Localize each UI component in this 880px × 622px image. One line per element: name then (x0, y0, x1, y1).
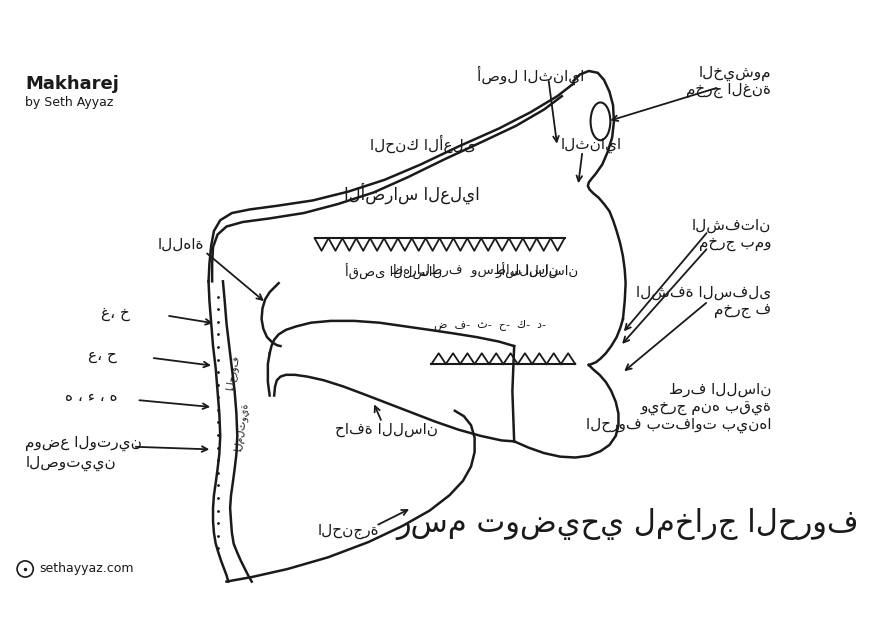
Text: by Seth Ayyaz: by Seth Ayyaz (26, 96, 114, 109)
Text: الملثوية: الملثوية (232, 402, 250, 452)
Text: الحنجرة: الحنجرة (318, 524, 379, 539)
Text: رأس اللسان: رأس اللسان (496, 263, 579, 279)
Text: الحروف: الحروف (224, 355, 240, 391)
Text: ويخرج منه بقية: ويخرج منه بقية (641, 400, 771, 415)
Text: غ، خ: غ، خ (100, 305, 129, 320)
Text: sethayyaz.com: sethayyaz.com (40, 562, 134, 575)
Text: رسم توضيحي لمخارج الحروف: رسم توضيحي لمخارج الحروف (396, 508, 859, 540)
Text: الحروف بتفاوت بينها: الحروف بتفاوت بينها (586, 418, 771, 433)
Text: Makharej: Makharej (26, 75, 119, 93)
Text: الثنايا: الثنايا (561, 137, 622, 153)
Text: حافة اللسان: حافة اللسان (335, 422, 438, 437)
Text: أصول الثنايا: أصول الثنايا (477, 65, 584, 85)
Text: الحنك الأعلى: الحنك الأعلى (370, 135, 475, 153)
Text: ه ، ء ، ه: ه ، ء ، ه (65, 389, 117, 404)
Text: ع، ح: ع، ح (88, 348, 117, 363)
Text: طرف اللسان: طرف اللسان (669, 382, 771, 397)
Text: الشفتان: الشفتان (692, 218, 771, 233)
Text: ض  ف-  ث-  ح-  ك-  د-: ض ف- ث- ح- ك- د- (434, 319, 546, 330)
Text: اللهاة: اللهاة (158, 236, 204, 251)
Text: الشفة السفلى: الشفة السفلى (636, 285, 771, 300)
Text: مخرج ف: مخرج ف (715, 303, 771, 318)
Text: أقصى اللسان: أقصى اللسان (345, 263, 443, 279)
Text: الخيشوم: الخيشوم (699, 65, 771, 81)
Text: موضع الوترين: موضع الوترين (26, 436, 142, 451)
Text: مخرج الغنة: مخرج الغنة (686, 83, 771, 98)
Text: الصوتيين: الصوتيين (26, 456, 116, 471)
Text: مخرج بمو: مخرج بمو (699, 236, 771, 251)
Text: الأضراس العليا: الأضراس العليا (344, 182, 480, 204)
Text: ظهرالطرف  وسطاللسان: ظهرالطرف وسطاللسان (391, 263, 559, 277)
